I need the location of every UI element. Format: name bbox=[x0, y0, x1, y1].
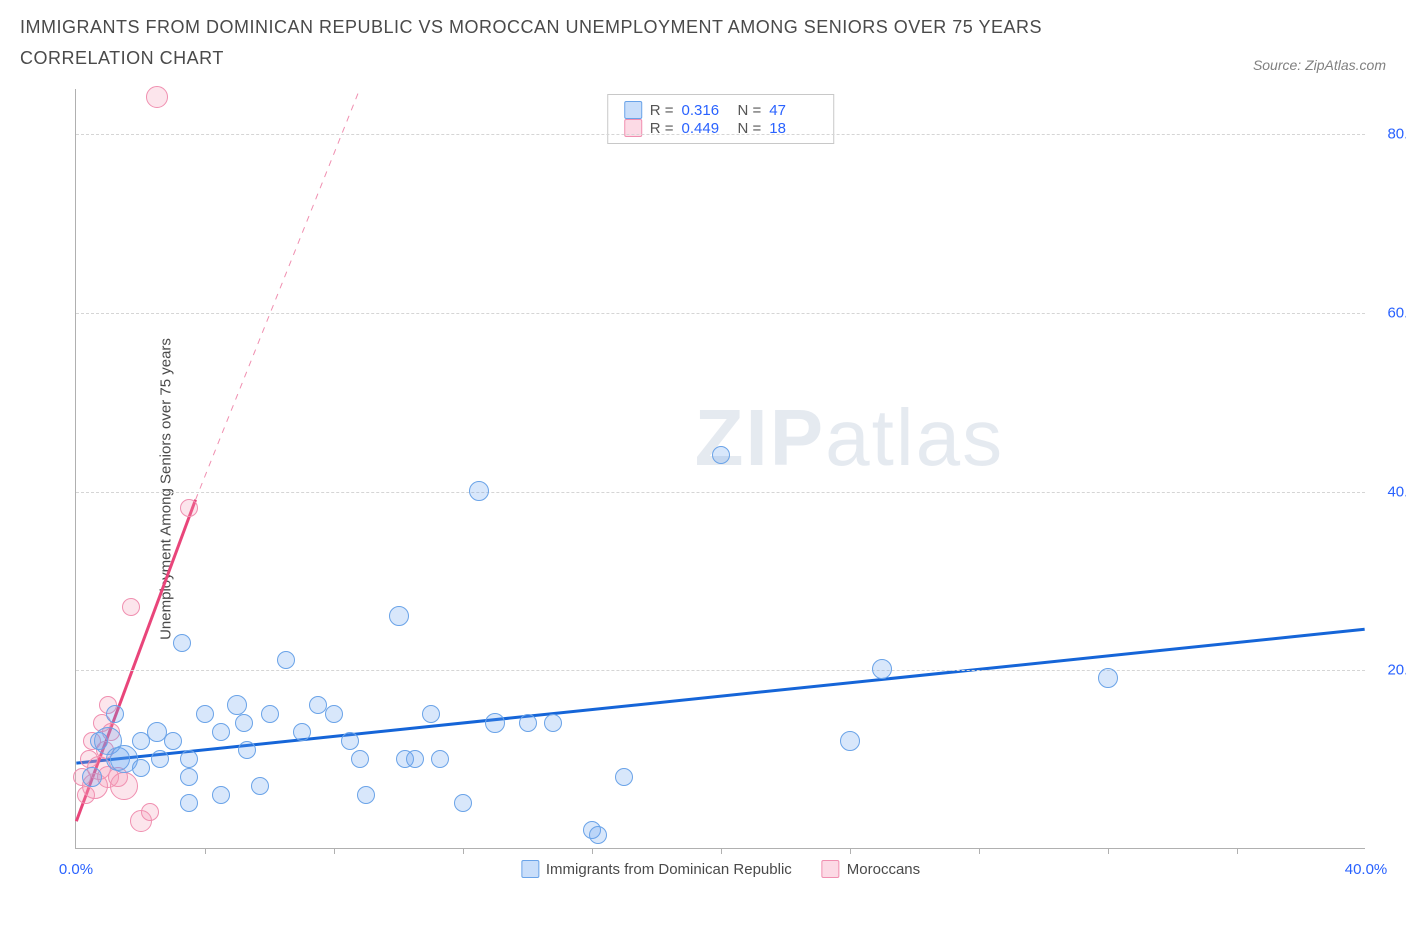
x-tick-mark bbox=[334, 848, 335, 854]
data-point-blue bbox=[227, 695, 247, 715]
data-point-blue bbox=[82, 767, 102, 787]
header-row: IMMIGRANTS FROM DOMINICAN REPUBLIC VS MO… bbox=[20, 12, 1386, 73]
data-point-blue bbox=[351, 750, 369, 768]
data-point-pink bbox=[122, 598, 140, 616]
data-point-blue bbox=[151, 750, 169, 768]
n-label: N = bbox=[738, 102, 762, 119]
legend-item-blue: Immigrants from Dominican Republic bbox=[521, 860, 792, 878]
x-tick-mark bbox=[205, 848, 206, 854]
data-point-blue bbox=[132, 759, 150, 777]
x-tick-label: 0.0% bbox=[59, 861, 93, 878]
legend-swatch-blue-icon bbox=[521, 860, 539, 878]
data-point-blue bbox=[519, 714, 537, 732]
x-tick-mark bbox=[1108, 848, 1109, 854]
x-tick-mark bbox=[850, 848, 851, 854]
data-point-blue bbox=[357, 786, 375, 804]
data-point-blue bbox=[454, 794, 472, 812]
x-tick-mark bbox=[592, 848, 593, 854]
x-tick-mark bbox=[1237, 848, 1238, 854]
x-tick-mark bbox=[979, 848, 980, 854]
data-point-blue bbox=[277, 651, 295, 669]
data-point-blue bbox=[485, 713, 505, 733]
r-value-blue: 0.316 bbox=[682, 102, 730, 119]
data-point-blue bbox=[840, 731, 860, 751]
legend-label-blue: Immigrants from Dominican Republic bbox=[546, 861, 792, 878]
data-point-blue bbox=[589, 826, 607, 844]
data-point-pink bbox=[146, 86, 168, 108]
watermark-bold: ZIP bbox=[695, 393, 825, 482]
legend-label-pink: Moroccans bbox=[847, 861, 920, 878]
trend-lines-svg bbox=[76, 89, 1365, 848]
data-point-blue bbox=[712, 446, 730, 464]
legend-swatch-pink-icon bbox=[822, 860, 840, 878]
data-point-blue bbox=[235, 714, 253, 732]
y-tick-label: 20.0% bbox=[1387, 662, 1406, 679]
data-point-blue bbox=[431, 750, 449, 768]
data-point-blue bbox=[212, 723, 230, 741]
plot-area: ZIPatlas R = 0.316 N = 47 R = 0.449 N = … bbox=[75, 89, 1365, 849]
data-point-blue bbox=[1098, 668, 1118, 688]
x-tick-mark bbox=[463, 848, 464, 854]
data-point-blue bbox=[180, 768, 198, 786]
data-point-blue bbox=[180, 794, 198, 812]
data-point-blue bbox=[615, 768, 633, 786]
n-value-blue: 47 bbox=[769, 102, 817, 119]
x-tick-label: 40.0% bbox=[1345, 861, 1388, 878]
chart-container: Unemployment Among Seniors over 75 years… bbox=[20, 79, 1386, 899]
data-point-blue bbox=[173, 634, 191, 652]
data-point-blue bbox=[872, 659, 892, 679]
data-point-blue bbox=[293, 723, 311, 741]
data-point-pink bbox=[180, 499, 198, 517]
gridline-h bbox=[76, 492, 1365, 493]
data-point-pink bbox=[141, 803, 159, 821]
data-point-blue bbox=[469, 481, 489, 501]
data-point-blue bbox=[544, 714, 562, 732]
watermark: ZIPatlas bbox=[695, 392, 1004, 484]
data-point-blue bbox=[212, 786, 230, 804]
trend-line bbox=[196, 89, 360, 500]
data-point-blue bbox=[251, 777, 269, 795]
gridline-h bbox=[76, 134, 1365, 135]
y-tick-label: 60.0% bbox=[1387, 304, 1406, 321]
data-point-blue bbox=[164, 732, 182, 750]
data-point-blue bbox=[180, 750, 198, 768]
source-label: Source: ZipAtlas.com bbox=[1253, 57, 1386, 73]
r-label: R = bbox=[650, 102, 674, 119]
data-point-blue bbox=[325, 705, 343, 723]
data-point-blue bbox=[341, 732, 359, 750]
data-point-pink bbox=[110, 772, 138, 800]
stats-row-blue: R = 0.316 N = 47 bbox=[624, 101, 818, 119]
chart-title: IMMIGRANTS FROM DOMINICAN REPUBLIC VS MO… bbox=[20, 12, 1120, 73]
gridline-h bbox=[76, 313, 1365, 314]
y-tick-label: 40.0% bbox=[1387, 483, 1406, 500]
x-tick-mark bbox=[721, 848, 722, 854]
trend-line bbox=[76, 629, 1364, 763]
data-point-blue bbox=[196, 705, 214, 723]
data-point-blue bbox=[238, 741, 256, 759]
swatch-blue-icon bbox=[624, 101, 642, 119]
watermark-rest: atlas bbox=[825, 393, 1004, 482]
bottom-legend: Immigrants from Dominican Republic Moroc… bbox=[521, 860, 920, 878]
data-point-blue bbox=[261, 705, 279, 723]
stats-legend-box: R = 0.316 N = 47 R = 0.449 N = 18 bbox=[607, 94, 835, 144]
data-point-blue bbox=[106, 705, 124, 723]
gridline-h bbox=[76, 670, 1365, 671]
data-point-blue bbox=[422, 705, 440, 723]
data-point-blue bbox=[406, 750, 424, 768]
y-tick-label: 80.0% bbox=[1387, 125, 1406, 142]
data-point-blue bbox=[389, 606, 409, 626]
legend-item-pink: Moroccans bbox=[822, 860, 920, 878]
